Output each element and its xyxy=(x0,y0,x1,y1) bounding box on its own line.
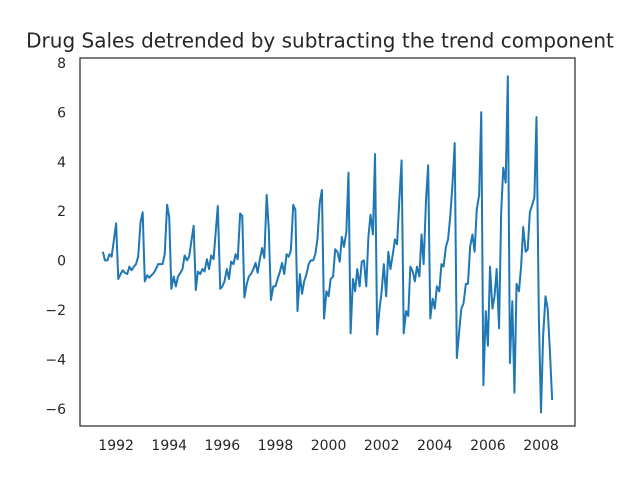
y-tick-label: 8 xyxy=(57,56,66,72)
y-tick-label: −6 xyxy=(45,402,66,418)
x-tick-label: 1996 xyxy=(205,438,241,454)
data-line xyxy=(101,75,554,414)
x-tick-label: 2008 xyxy=(523,438,559,454)
y-tick-label: 4 xyxy=(57,155,66,171)
x-tick-label: 1992 xyxy=(98,438,134,454)
plot-frame xyxy=(79,57,576,427)
x-tick-label: 1998 xyxy=(258,438,294,454)
y-tick-label: −4 xyxy=(45,353,66,369)
y-tick-label: −2 xyxy=(45,303,66,319)
y-tick-label: 2 xyxy=(57,204,66,220)
y-tick-label: 6 xyxy=(57,105,66,121)
x-tick-label: 2000 xyxy=(311,438,347,454)
x-tick-label: 2006 xyxy=(470,438,506,454)
x-tick-label: 1994 xyxy=(151,438,187,454)
x-tick-label: 2002 xyxy=(364,438,400,454)
x-tick-label: 2004 xyxy=(417,438,453,454)
y-tick-label: 0 xyxy=(57,254,66,270)
chart-title: Drug Sales detrended by subtracting the … xyxy=(26,29,614,53)
